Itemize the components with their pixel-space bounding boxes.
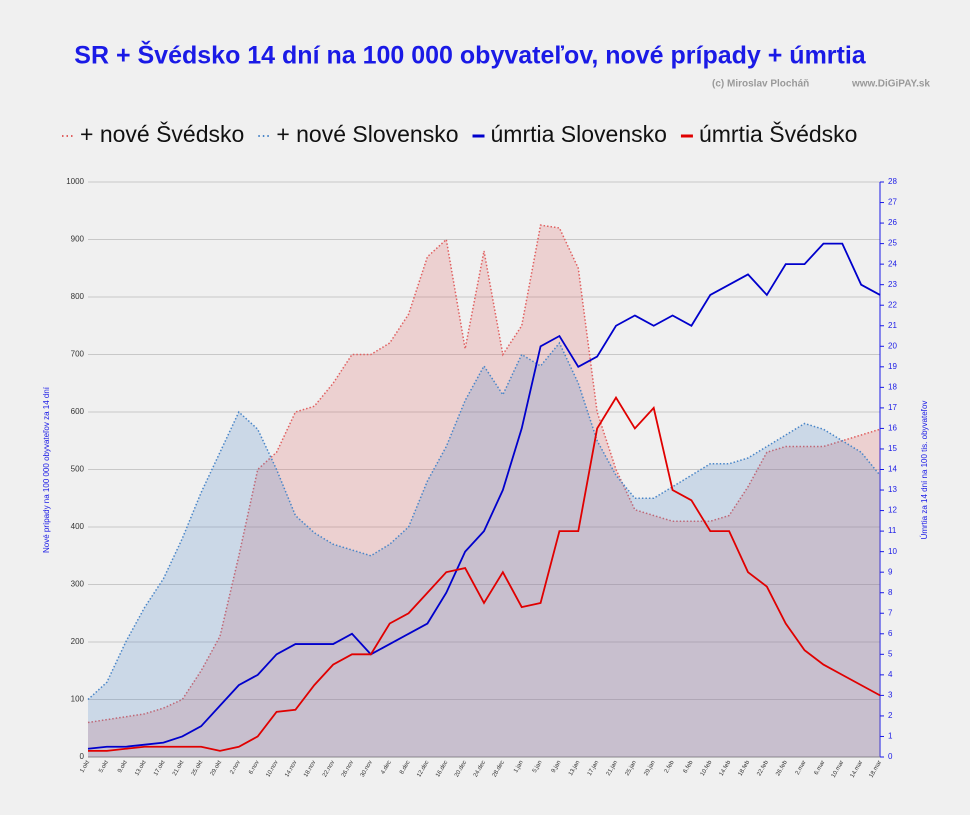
- x-tick-label: 12.dec: [416, 760, 430, 779]
- legend-label: úmrtia Švédsko: [699, 120, 858, 147]
- y-tick-label: 700: [71, 350, 85, 359]
- y2-tick-label: 12: [888, 506, 897, 515]
- x-tick-label: 8.dec: [399, 760, 412, 776]
- x-tick-label: 25.jan: [625, 760, 638, 777]
- y2-tick-label: 2: [888, 711, 893, 720]
- y2-tick-label: 10: [888, 547, 897, 556]
- y2-tick-label: 26: [888, 218, 897, 227]
- x-tick-label: 14.feb: [719, 759, 733, 777]
- area-outline: [87, 224, 881, 724]
- x-tick-label: 6.mar: [814, 760, 827, 776]
- y2-tick-label: 15: [888, 444, 897, 453]
- x-tick-label: 9.jan: [551, 760, 563, 774]
- x-tick-label: 22.feb: [756, 759, 770, 777]
- x-tick-label: 5.okt: [98, 760, 110, 775]
- y-tick-label: 600: [71, 407, 85, 416]
- y2-tick-label: 19: [888, 362, 897, 371]
- x-tick-label: 20.dec: [454, 760, 468, 779]
- y2-tick-label: 1: [888, 732, 893, 741]
- x-tick-label: 10.nov: [265, 760, 279, 779]
- y2-tick-label: 0: [888, 752, 893, 761]
- x-tick-label: 13.jan: [568, 760, 581, 777]
- x-tick-label: 21.jan: [606, 760, 619, 777]
- x-tick-label: 10.feb: [700, 759, 714, 777]
- x-tick-label: 22.nov: [322, 760, 336, 779]
- y-tick-label: 0: [80, 752, 85, 761]
- x-tick-label: 5.jan: [532, 760, 544, 774]
- y2-tick-label: 11: [888, 526, 897, 535]
- x-tick-label: 30.nov: [360, 760, 374, 779]
- x-tick-label: 9.okt: [117, 760, 129, 775]
- y-tick-label: 400: [71, 522, 85, 531]
- x-tick-label: 2.feb: [664, 759, 676, 774]
- x-tick-label: 17.okt: [153, 760, 167, 777]
- x-tick-label: 4.dec: [380, 760, 393, 776]
- x-tick-label: 21.okt: [172, 760, 186, 777]
- x-tick-label: 26.nov: [341, 760, 355, 779]
- line: [88, 395, 881, 752]
- x-tick-label: 1.okt: [79, 760, 91, 775]
- y2-tick-label: 8: [888, 588, 893, 597]
- y-tick-label: 900: [71, 235, 85, 244]
- y2-tick-label: 5: [888, 649, 893, 658]
- x-tick-label: 28.dec: [492, 760, 506, 779]
- credit: (c) Miroslav Plocháň: [712, 79, 809, 90]
- y-tick-label: 800: [71, 292, 85, 301]
- y2-axis-label: Úmrtia za 14 dní na 100 tis. obyvateľov: [920, 401, 929, 540]
- y2-tick-label: 18: [888, 382, 897, 391]
- x-tick-label: 18.nov: [303, 760, 317, 779]
- y-tick-label: 300: [71, 580, 85, 589]
- area: [88, 225, 880, 757]
- x-tick-label: 25.okt: [191, 760, 205, 777]
- y-tick-label: 1000: [66, 177, 84, 186]
- x-tick-label: 10.mar: [831, 760, 846, 779]
- x-tick-label: 2.mar: [795, 760, 808, 776]
- x-tick-label: 18.mar: [869, 760, 884, 779]
- y2-tick-label: 7: [888, 608, 893, 617]
- x-tick-label: 6.feb: [683, 759, 695, 774]
- y2-tick-label: 20: [888, 341, 897, 350]
- y2-tick-label: 17: [888, 403, 897, 412]
- x-tick-label: 14.mar: [850, 760, 865, 779]
- legend-label: úmrtia Slovensko: [491, 121, 667, 147]
- y2-tick-label: 16: [888, 424, 897, 433]
- y2-tick-label: 4: [888, 670, 893, 679]
- x-tick-label: 26.feb: [775, 759, 789, 777]
- website: www.DiGiPAY.sk: [851, 79, 930, 90]
- y2-tick-label: 14: [888, 465, 897, 474]
- x-tick-label: 13.okt: [134, 760, 148, 777]
- x-tick-label: 2.nov: [229, 760, 242, 776]
- x-tick-label: 6.nov: [248, 760, 261, 776]
- y-tick-label: 500: [71, 465, 85, 474]
- x-tick-label: 18.feb: [738, 759, 752, 777]
- y2-tick-label: 23: [888, 280, 897, 289]
- y2-tick-label: 21: [888, 321, 897, 330]
- x-tick-label: 16.dec: [435, 760, 449, 779]
- chart-title: SR + Švédsko 14 dní na 100 000 obyvateľo…: [74, 40, 867, 70]
- y2-tick-label: 25: [888, 239, 897, 248]
- x-tick-label: 24.dec: [473, 760, 487, 779]
- y2-tick-label: 3: [888, 691, 893, 700]
- x-tick-label: 29.okt: [210, 760, 224, 777]
- y-tick-label: 200: [71, 637, 85, 646]
- y2-tick-label: 27: [888, 198, 897, 207]
- x-tick-label: 14.nov: [284, 760, 298, 779]
- legend-label: + nové Slovensko: [276, 121, 458, 147]
- area: [88, 343, 880, 757]
- legend-label: + nové Švédsko: [80, 120, 244, 147]
- y2-tick-label: 13: [888, 485, 897, 494]
- y2-tick-label: 28: [888, 177, 897, 186]
- area-outline: [87, 341, 881, 701]
- y2-tick-label: 24: [888, 259, 897, 268]
- y2-tick-label: 6: [888, 629, 893, 638]
- y2-tick-label: 22: [888, 300, 897, 309]
- x-tick-label: 1.jan: [513, 760, 525, 774]
- x-tick-label: 29.jan: [643, 760, 656, 777]
- y-tick-label: 100: [71, 695, 85, 704]
- y2-tick-label: 9: [888, 567, 893, 576]
- x-tick-label: 17.jan: [587, 760, 600, 777]
- line: [87, 242, 881, 750]
- y-axis-label: Nové prípady na 100 000 obyvateľov za 14…: [42, 386, 51, 553]
